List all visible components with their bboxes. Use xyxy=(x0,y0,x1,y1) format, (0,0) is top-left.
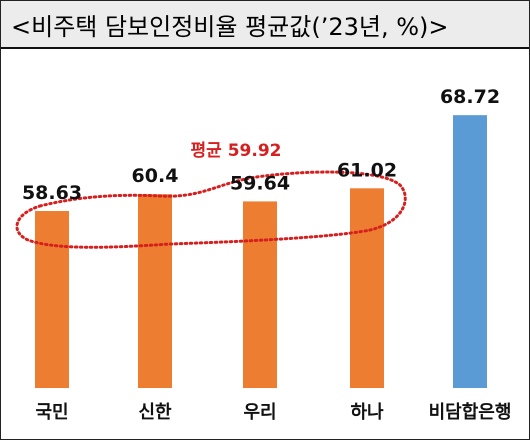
category-label: 국민 xyxy=(35,402,68,423)
bar-2 xyxy=(243,201,277,388)
average-label: 평균 59.92 xyxy=(191,141,282,161)
category-label: 신한 xyxy=(138,402,172,423)
average-outline xyxy=(15,170,407,249)
bar-value-label: 68.72 xyxy=(440,86,500,108)
bar-value-label: 60.4 xyxy=(132,165,179,187)
bar-4 xyxy=(453,115,487,388)
category-label: 우리 xyxy=(243,402,276,423)
bars-layer xyxy=(35,115,487,388)
bar-value-label: 61.02 xyxy=(337,159,397,181)
bar-3 xyxy=(350,188,384,388)
category-label: 비담합은행 xyxy=(429,401,512,423)
bar-0 xyxy=(35,211,69,388)
bar-value-label: 59.64 xyxy=(230,172,290,194)
labels-layer: 58.63 국민 60.4 신한 59.64 우리 61.02 하나 68.72 비담합은행 xyxy=(22,86,511,423)
category-label: 하나 xyxy=(350,402,384,423)
bar-1 xyxy=(138,194,172,388)
bar-value-label: 58.63 xyxy=(22,182,82,204)
chart-title: <비주택 담보인정비율 평균값(’23년, %)> xyxy=(1,1,529,49)
